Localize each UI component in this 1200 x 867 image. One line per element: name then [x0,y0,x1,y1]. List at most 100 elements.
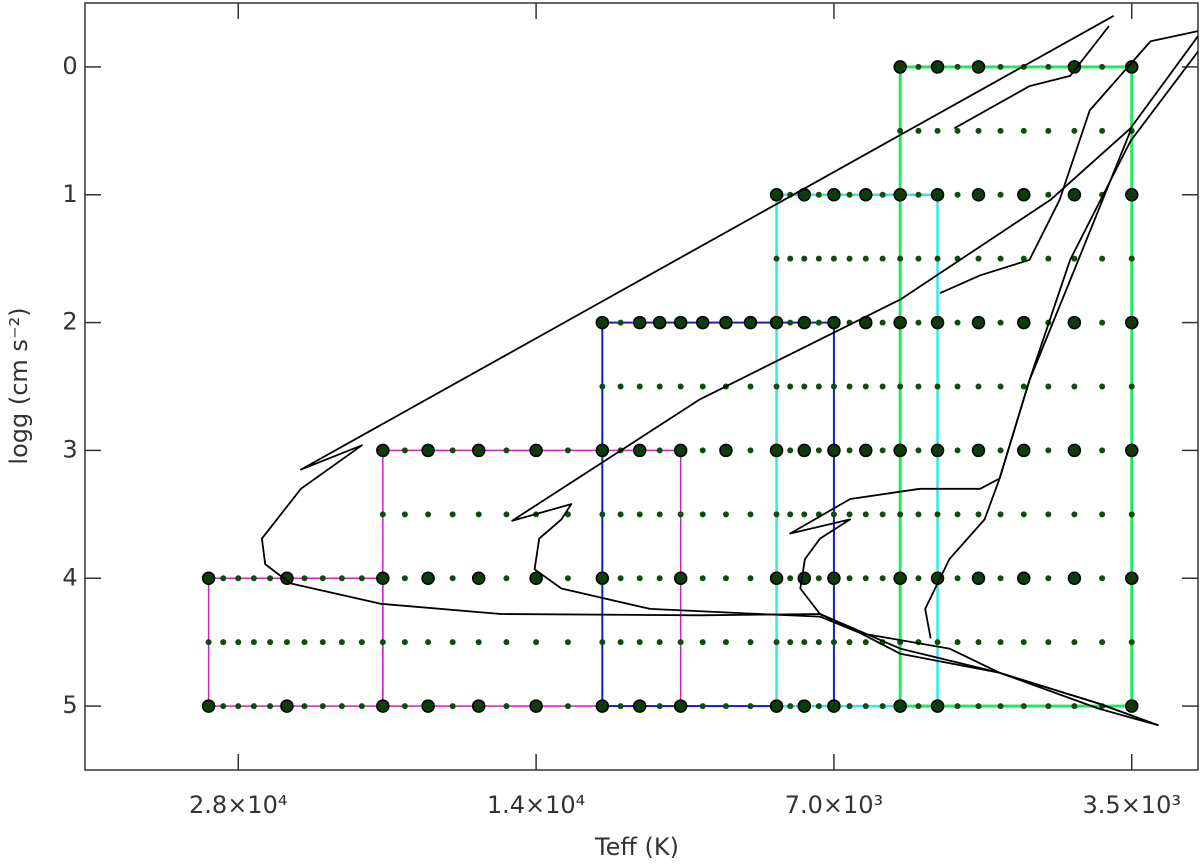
small-grid-point [954,127,961,134]
big-grid-point [673,443,688,458]
big-grid-point [769,188,784,202]
small-grid-point [503,511,510,518]
x-tick-label: 1.4×10⁴ [487,791,585,819]
big-grid-point [769,443,784,458]
big-grid-point [827,443,841,458]
small-grid-point [747,575,754,582]
big-grid-point [930,188,945,202]
small-grid-point [1128,511,1135,518]
small-grid-point [449,575,456,582]
big-grid-point [827,571,841,585]
small-grid-point [617,511,624,518]
small-grid-point [1128,383,1135,390]
small-grid-point [1045,703,1052,710]
small-grid-point [846,575,853,582]
big-grid-point [421,699,435,713]
small-grid-point [722,703,729,710]
small-grid-point [934,383,941,390]
big-grid-point [1017,571,1031,585]
big-grid-point [632,699,647,713]
big-grid-point [1067,571,1082,585]
small-grid-point [879,191,886,198]
big-grid-point [1067,315,1082,330]
big-grid-point [595,699,610,713]
small-grid-point [1099,575,1106,582]
x-axis-label: Teff (K) [594,833,679,861]
small-grid-point [656,383,663,390]
small-grid-point [699,447,706,454]
small-grid-point [801,383,808,390]
big-grid-point [930,699,945,713]
small-grid-point [815,447,822,454]
small-grid-point [425,639,432,646]
small-grid-point [301,639,308,646]
small-grid-point [699,639,706,646]
small-grid-point [379,639,386,646]
small-grid-point [1020,639,1027,646]
small-grid-point [915,383,922,390]
small-grid-point [564,447,571,454]
small-grid-point [997,383,1004,390]
y-tick-label: 2 [62,308,77,336]
big-grid-point [719,315,733,330]
small-grid-point [677,511,684,518]
small-grid-point [954,703,961,710]
small-grid-point [358,575,365,582]
small-grid-point [283,639,290,646]
small-grid-point [830,255,837,262]
small-grid-point [235,575,242,582]
big-grid-point [421,443,435,458]
small-grid-point [915,255,922,262]
big-grid-point [632,443,647,458]
small-grid-point [235,639,242,646]
x-tick-label: 7.0×10³ [785,791,883,819]
big-grid-point [827,699,841,713]
big-grid-point [1067,188,1082,202]
big-grid-point [280,699,294,713]
small-grid-point [862,639,869,646]
small-grid-point [915,511,922,518]
small-grid-point [599,383,606,390]
isochrone [789,51,1199,727]
big-grid-point [893,699,907,713]
big-grid-point [376,571,390,585]
small-grid-point [846,639,853,646]
small-grid-point [879,383,886,390]
small-grid-point [975,703,982,710]
small-grid-point [747,511,754,518]
small-grid-point [267,575,274,582]
small-grid-point [997,255,1004,262]
small-grid-point [1128,639,1135,646]
small-grid-point [656,511,663,518]
big-grid-point [769,699,784,713]
small-grid-point [997,63,1004,70]
small-grid-point [1099,63,1106,70]
big-grid-point [971,443,986,458]
small-grid-point [425,511,432,518]
small-grid-point [830,511,837,518]
isochrone [924,130,1132,639]
big-grid-point [893,571,907,585]
small-grid-point [338,703,345,710]
small-grid-point [475,511,482,518]
small-grid-point [787,575,794,582]
big-grid-point [201,699,216,713]
small-grid-point [787,447,794,454]
small-grid-point [1099,447,1106,454]
big-grid-point [797,443,812,458]
small-grid-point [1071,127,1078,134]
small-grid-point [401,575,408,582]
big-grid-point [529,571,543,585]
big-grid-point [595,443,610,458]
big-grid-point [201,571,216,585]
small-grid-point [503,447,510,454]
small-grid-point [250,639,257,646]
small-grid-point [862,511,869,518]
big-grid-point [893,443,907,458]
y-tick-label: 4 [62,563,77,591]
big-grid-point [673,571,688,585]
small-grid-point [801,255,808,262]
small-grid-point [997,319,1004,326]
small-grid-point [449,639,456,646]
small-grid-point [879,575,886,582]
